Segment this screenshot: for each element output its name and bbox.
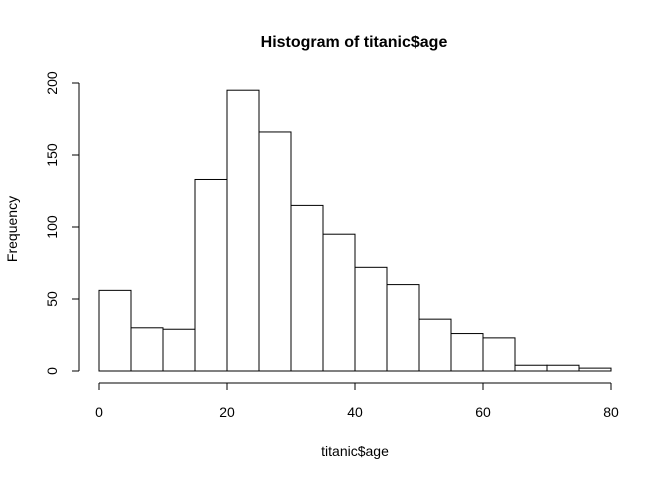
histogram-bar [546, 364, 580, 372]
histogram-bar [98, 289, 132, 372]
chart-title: Histogram of titanic$age [261, 34, 448, 51]
y-tick-label: 150 [44, 143, 60, 167]
y-tick-label: 50 [44, 291, 60, 307]
histogram-bar [226, 89, 260, 372]
x-tick-label: 40 [347, 404, 363, 420]
histogram-bar [418, 318, 452, 372]
histogram-bar [386, 284, 420, 372]
histogram-bar [162, 328, 196, 372]
x-tick-label: 20 [219, 404, 235, 420]
x-axis-label: titanic$age [321, 443, 389, 459]
y-axis-label: Frequency [4, 196, 20, 262]
histogram-bar [130, 327, 164, 372]
histogram-bar [258, 131, 292, 372]
histogram-bar [450, 333, 484, 372]
y-tick-label: 200 [44, 71, 60, 95]
y-tick-label: 0 [44, 367, 60, 375]
x-tick-label: 60 [475, 404, 491, 420]
histogram-bar [482, 337, 516, 372]
y-axis: 0 50 100 150 200 [44, 71, 80, 375]
histogram-bar [322, 233, 356, 372]
x-tick-label: 80 [603, 404, 619, 420]
y-tick-label: 100 [44, 215, 60, 239]
histogram-bar [354, 266, 388, 372]
histogram-bar [578, 367, 612, 372]
x-axis: 0 20 40 60 80 [95, 382, 619, 420]
x-tick-label: 0 [95, 404, 103, 420]
histogram-bar [194, 178, 228, 372]
histogram-bars [98, 89, 612, 372]
histogram-bar [290, 204, 324, 372]
histogram-bar [514, 364, 548, 372]
